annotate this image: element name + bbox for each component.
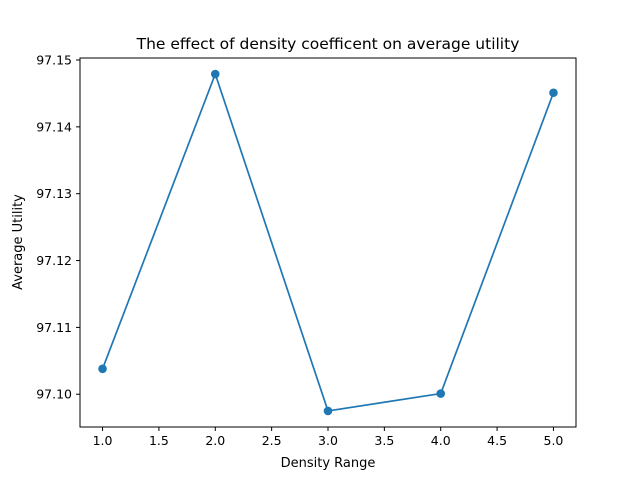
data-point: [98, 364, 107, 374]
y-axis-label: Average Utility: [11, 194, 26, 290]
plot-frame: [79, 57, 577, 428]
data-point: [323, 406, 333, 416]
y-tick-label: 97.13: [36, 186, 72, 201]
x-tick-label: 3.5: [374, 433, 394, 448]
ticks-layer: 1.0 1.5 2.0 2.5 3.0 3.5 4.0 4.5 5.0 97.10 97.11 97.…: [36, 53, 563, 448]
x-axis-label: Density Range: [281, 456, 376, 471]
x-tick-label: 1.5: [149, 433, 169, 448]
series-layer: [98, 69, 558, 416]
x-tick-label: 2.5: [262, 433, 282, 448]
y-tick-label: 97.14: [36, 119, 72, 134]
data-point: [549, 88, 558, 98]
x-tick-label: 1.0: [93, 433, 113, 448]
x-tick-label: 4.5: [487, 433, 507, 448]
data-point: [210, 69, 220, 79]
x-tick-label: 2.0: [205, 433, 225, 448]
x-tick-label: 4.0: [431, 433, 451, 448]
y-tick-label: 97.10: [36, 387, 72, 402]
chart-title: The effect of density coefficent on aver…: [136, 35, 520, 53]
x-tick-label: 3.0: [318, 433, 338, 448]
plot-area: [80, 58, 576, 427]
x-tick-label: 5.0: [544, 433, 564, 448]
y-tick-label: 97.12: [36, 253, 72, 268]
y-tick-label: 97.11: [36, 320, 72, 335]
data-point: [436, 389, 446, 398]
y-tick-label: 97.15: [36, 53, 72, 68]
